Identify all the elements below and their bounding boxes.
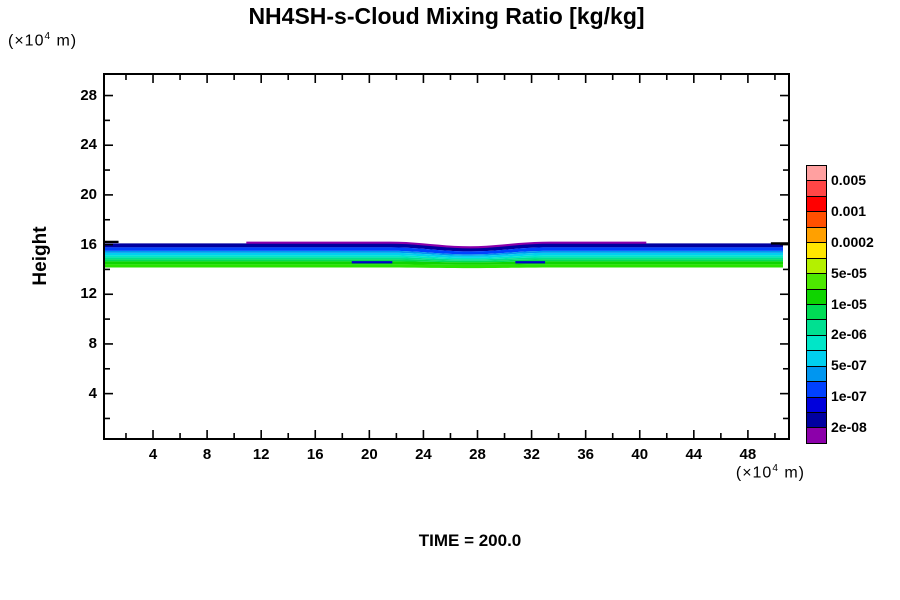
x-tick-label-48: 48 — [739, 446, 757, 463]
colorbar-label-0.0002: 0.0002 — [831, 233, 874, 250]
y-tick-label-20: 20 — [80, 185, 97, 203]
cloud-layer-5e-07 — [104, 252, 783, 258]
colorbar-label-0.005: 0.005 — [831, 172, 867, 189]
plot-title: NH4SH-s-Cloud Mixing Ratio [kg/kg] — [248, 3, 645, 29]
x-tick-label-16: 16 — [306, 446, 324, 463]
x-tick-label-40: 40 — [631, 446, 649, 463]
time-label: TIME = 200.0 — [418, 531, 522, 550]
y-tick-label-12: 12 — [80, 285, 97, 303]
y-tick-label-4: 4 — [88, 384, 97, 402]
colorbar-cell-4 — [807, 227, 826, 244]
cloud-layer-1e-05 — [104, 261, 783, 265]
colorbar-cell-13 — [807, 366, 826, 383]
colorbar-cell-0 — [807, 166, 826, 182]
colorbar-label-1e-07: 1e-07 — [831, 387, 867, 404]
cloud-layer-2e-08 — [104, 243, 783, 252]
cloud-layer-2e-06 — [104, 257, 783, 261]
cloud-top-contour-line — [246, 241, 647, 249]
x-tick-label-4: 4 — [148, 446, 158, 463]
colorbar-cell-15 — [807, 397, 826, 413]
colorbar-label-1e-05: 1e-05 — [831, 295, 867, 312]
contour-mark — [104, 240, 119, 244]
colorbar-cell-6 — [807, 258, 826, 275]
colorbar-cell-16 — [807, 413, 826, 429]
cloud-layer-5e-06 — [104, 259, 783, 263]
x-tick-label-36: 36 — [577, 446, 594, 463]
colorbar-cell-2 — [807, 196, 826, 213]
colorbar-cell-12 — [807, 351, 826, 367]
colorbar-cell-8 — [807, 289, 826, 305]
contour-mark — [770, 242, 789, 245]
colorbar-cell-1 — [807, 181, 826, 197]
colorbar-label-5e-05: 5e-05 — [831, 264, 867, 281]
x-tick-label-8: 8 — [202, 446, 212, 463]
x-tick-label-32: 32 — [523, 446, 540, 463]
colorbar — [806, 165, 827, 444]
contour-mark — [351, 261, 393, 264]
cloud-layer-2e-05 — [104, 264, 783, 269]
y-tick-label-24: 24 — [80, 136, 97, 154]
colorbar-cell-5 — [807, 243, 826, 259]
x-tick-label-24: 24 — [415, 446, 432, 463]
colorbar-label-5e-07: 5e-07 — [831, 357, 867, 374]
colorbar-label-2e-08: 2e-08 — [831, 418, 867, 435]
y-axis-title: Height — [30, 226, 51, 286]
x-axis-unit-label: (×104 m) — [735, 463, 805, 482]
colorbar-cell-3 — [807, 212, 826, 228]
x-tick-label-12: 12 — [252, 446, 270, 463]
x-tick-label-44: 44 — [685, 446, 703, 463]
colorbar-cell-14 — [807, 382, 826, 398]
x-tick-label-20: 20 — [360, 446, 378, 463]
colorbar-cell-10 — [807, 320, 826, 336]
y-axis-unit-label: (×104 m) — [8, 31, 78, 50]
colorbar-cell-9 — [807, 304, 826, 321]
x-tick-label-28: 28 — [469, 446, 486, 463]
cloud-layer-1e-07 — [104, 250, 783, 256]
colorbar-label-0.001: 0.001 — [831, 203, 867, 220]
contour-mark — [515, 261, 546, 264]
y-tick-label-16: 16 — [80, 235, 97, 253]
y-tick-label-8: 8 — [88, 334, 97, 352]
y-tick-label-28: 28 — [80, 86, 97, 104]
colorbar-cell-7 — [807, 274, 826, 290]
colorbar-cell-17 — [807, 428, 826, 443]
plot-frame — [103, 73, 790, 440]
cloud-layer-1e-06 — [104, 255, 783, 260]
colorbar-label-2e-06: 2e-06 — [831, 326, 867, 343]
colorbar-cell-11 — [807, 335, 826, 352]
cloud-layer-5e-08 — [104, 247, 783, 255]
